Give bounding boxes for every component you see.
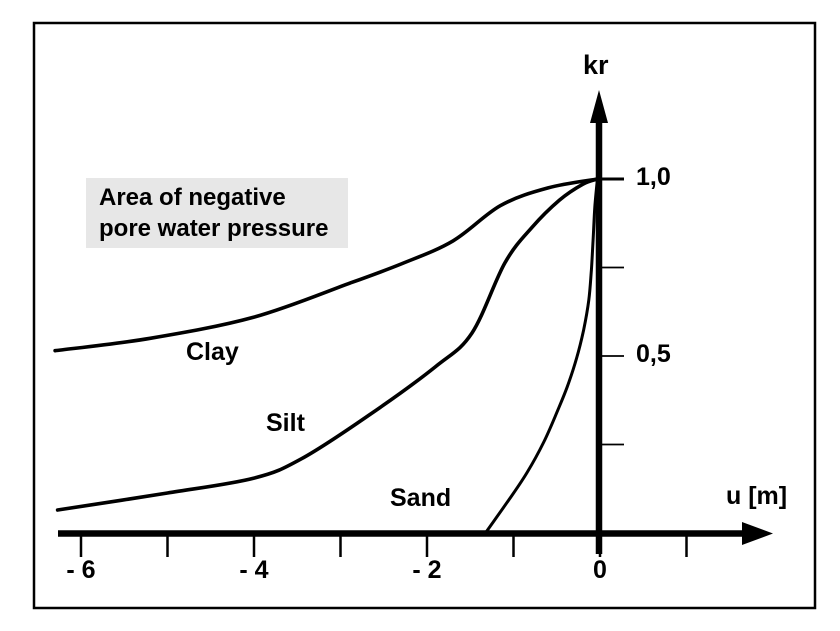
annotation-box: Area of negative pore water pressure [86, 178, 348, 248]
y-tick-label: 1,0 [636, 163, 671, 191]
x-axis-title: u [m] [726, 482, 788, 510]
x-tick-label: - 2 [412, 556, 442, 584]
x-axis-arrowhead [742, 522, 773, 545]
figure-border [32, 21, 817, 610]
curve-label-clay: Clay [186, 338, 239, 366]
curve-silt [55, 177, 600, 512]
annotation-line-1: Area of negative [99, 184, 286, 211]
x-tick-label: - 6 [66, 556, 96, 584]
x-tick-label: - 4 [239, 556, 269, 584]
axes [58, 90, 773, 557]
curve-label-silt: Silt [266, 409, 305, 437]
y-axis-title: kr [583, 50, 609, 80]
curve-sand [485, 177, 599, 533]
curves [53, 177, 600, 533]
y-tick-label: 0,5 [636, 340, 671, 368]
curve-label-sand: Sand [390, 484, 452, 512]
annotation-line-2: pore water pressure [99, 215, 329, 242]
curve-clay [53, 177, 600, 353]
y-axis-arrowhead [590, 90, 608, 123]
x-tick-label: 0 [593, 556, 607, 584]
